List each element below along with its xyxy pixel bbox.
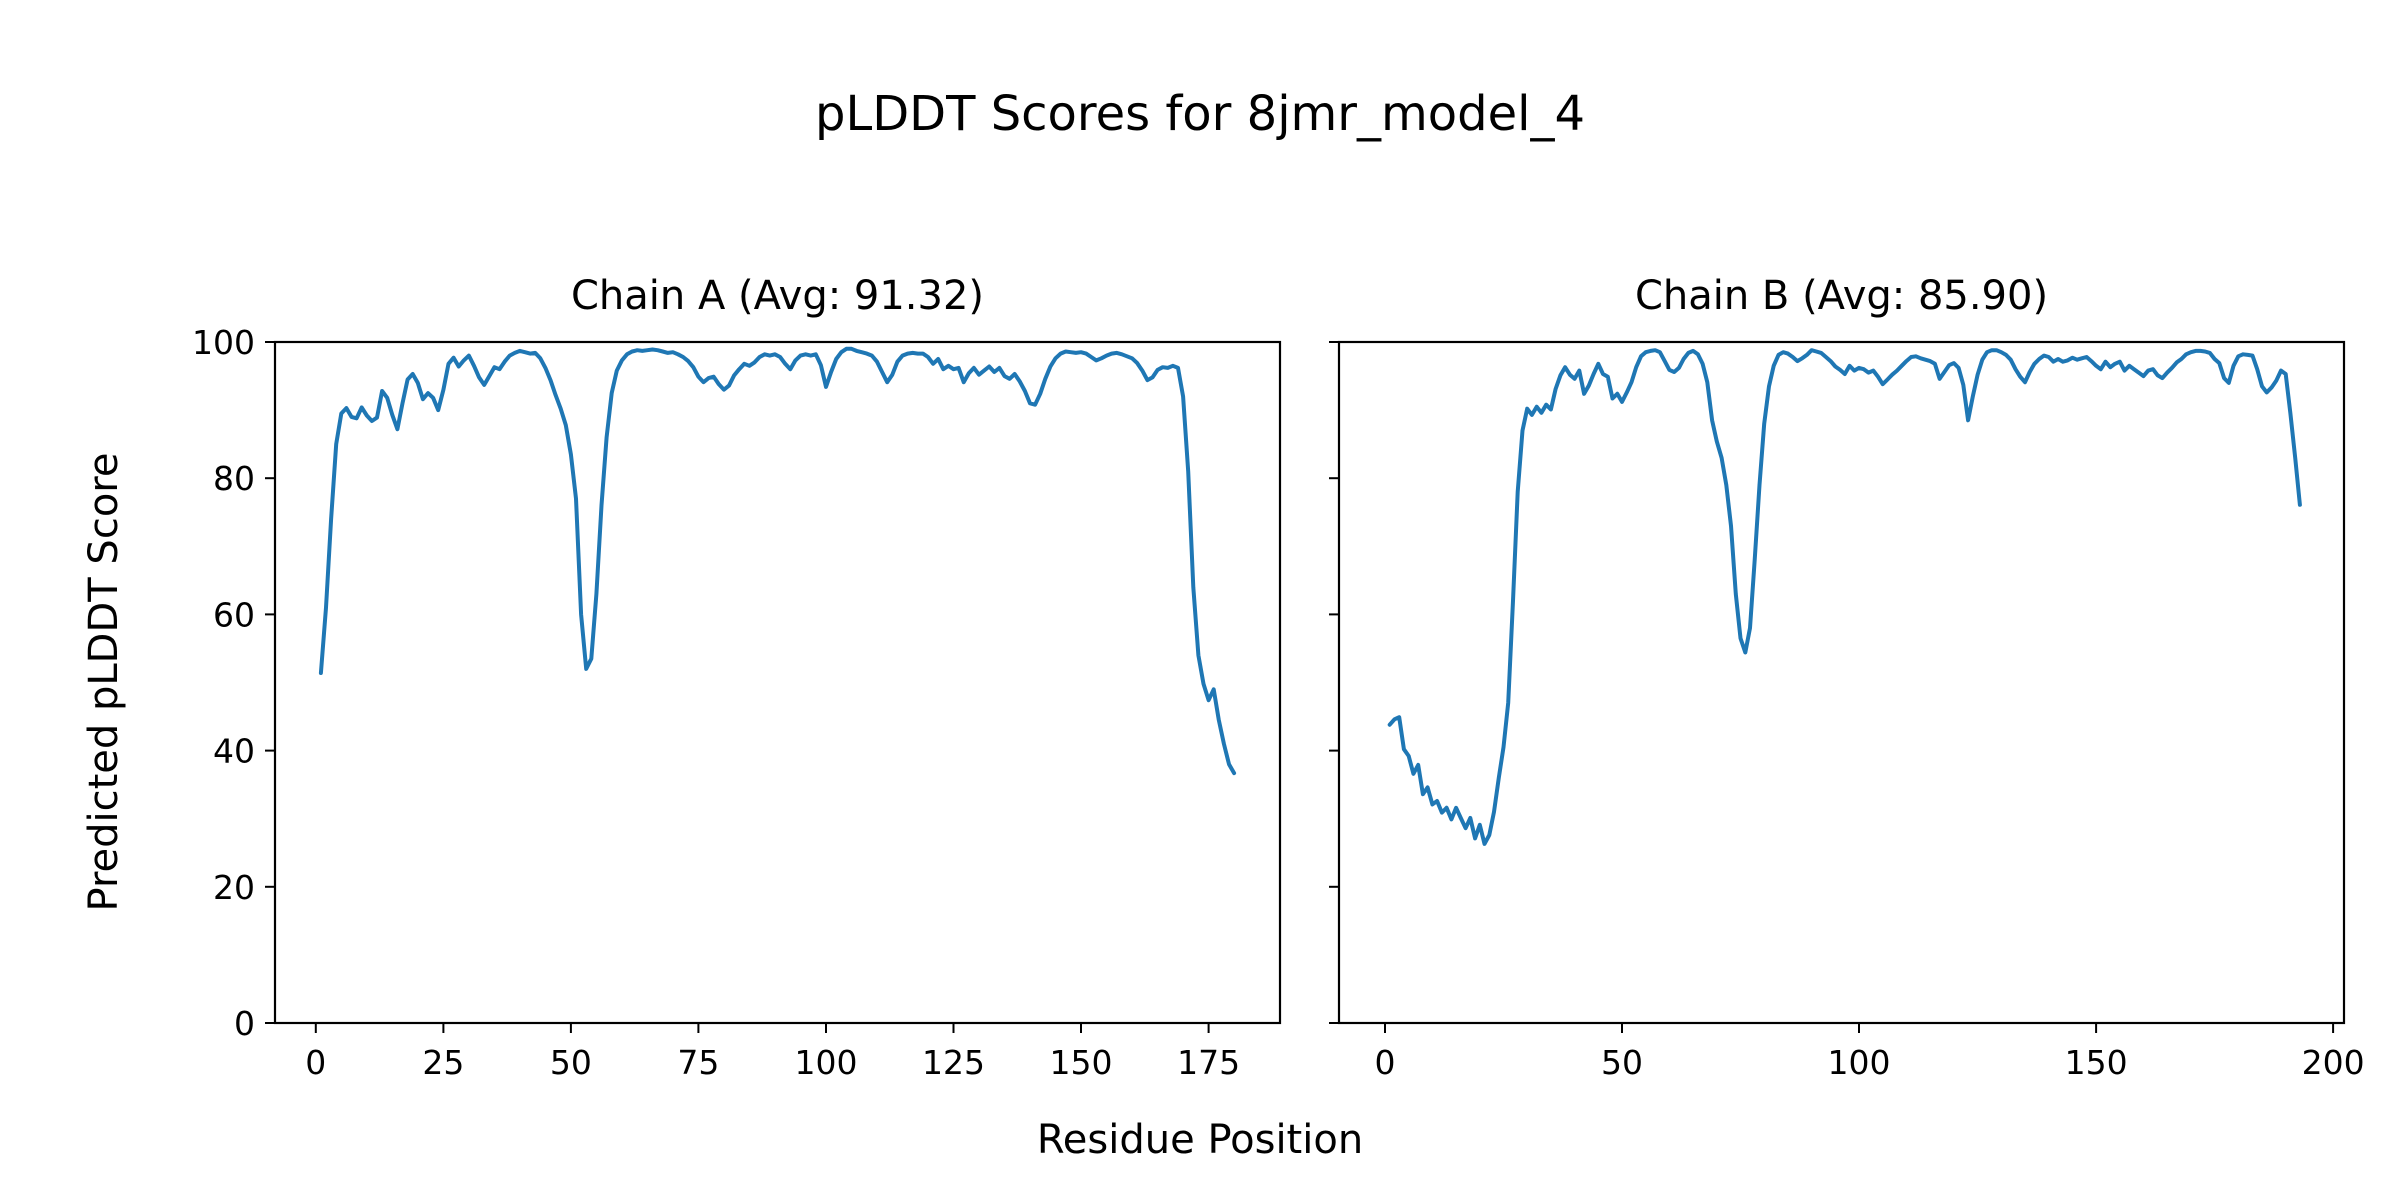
x-tick-label: 175 (1177, 1043, 1240, 1082)
subplot-chain-b-title: Chain B (Avg: 85.90) (1634, 273, 2049, 319)
x-tick-label: 50 (550, 1043, 592, 1082)
y-tick-label: 0 (234, 1004, 255, 1043)
x-tick-label: 75 (677, 1043, 719, 1082)
plddt-line (1387, 348, 2302, 846)
y-tick-label: 60 (213, 595, 255, 634)
chain-b-plot: 0 50 100 150 200 (1329, 340, 2365, 1082)
y-tick-label: 40 (213, 732, 255, 771)
x-tick-label: 0 (305, 1043, 326, 1082)
x-tick-label: 150 (2065, 1043, 2128, 1082)
x-tick-label: 125 (922, 1043, 985, 1082)
subplot-chain-b: Chain B (Avg: 85.90) 0 50 100 150 200 (1329, 276, 2365, 1082)
subplot-chain-a: Chain A (Avg: 91.32) 0 25 50 75 100 125 150 175… (192, 276, 1282, 1082)
y-tick-label: 100 (192, 323, 255, 362)
x-tick-label: 0 (1375, 1043, 1396, 1082)
y-axis-label: Predicted pLDDT Score (81, 452, 127, 912)
chain-a-plot: 0 25 50 75 100 125 150 175 0 20 40 60 80 100 (192, 323, 1282, 1082)
x-tick-label: 150 (1050, 1043, 1113, 1082)
x-axis-label: Residue Position (1036, 1117, 1364, 1163)
figure-title: pLDDT Scores for 8jmr_model_4 (814, 86, 1586, 142)
subplot-chain-a-title: Chain A (Avg: 91.32) (570, 273, 985, 319)
x-tick-label: 50 (1601, 1043, 1643, 1082)
y-tick-label: 80 (213, 459, 255, 498)
y-tick-label: 20 (213, 868, 255, 907)
axes-spines (1337, 340, 2346, 1025)
x-tick-label: 100 (795, 1043, 858, 1082)
x-tick-label: 100 (1828, 1043, 1891, 1082)
x-tick-label: 200 (2302, 1043, 2365, 1082)
axes-spines (273, 340, 1282, 1025)
x-tick-label: 25 (422, 1043, 464, 1082)
plddt-line (318, 346, 1237, 776)
